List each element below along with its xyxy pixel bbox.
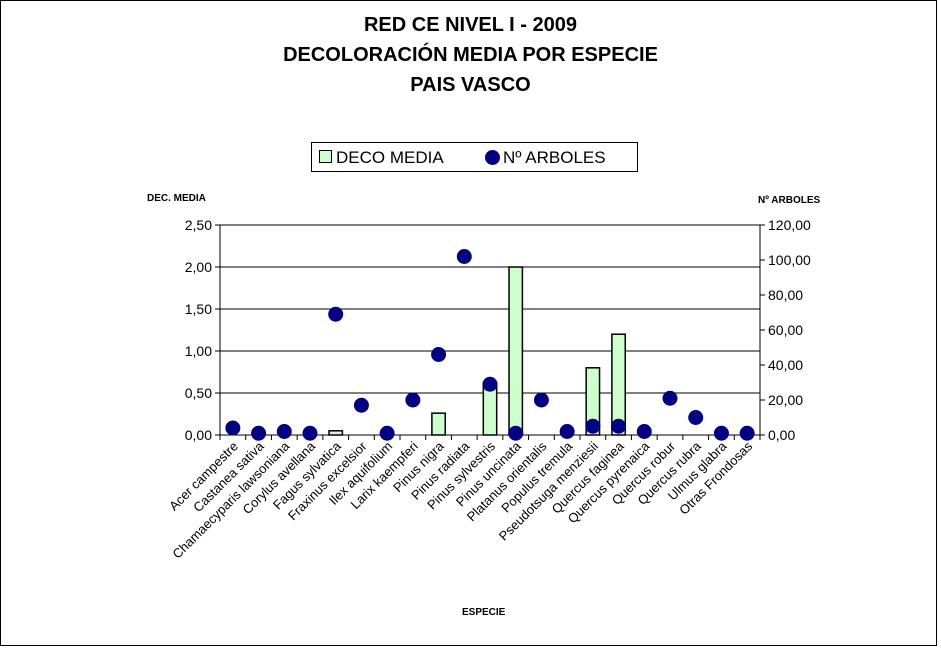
bar-deco-media bbox=[611, 333, 627, 436]
point-n-arboles bbox=[276, 424, 292, 439]
legend-bar-label: DECO MEDIA bbox=[336, 148, 444, 167]
point-n-arboles bbox=[302, 425, 318, 441]
y-tick-label: 2,50 bbox=[185, 217, 212, 233]
y2-tick-label: 100,00 bbox=[768, 252, 811, 268]
point-n-arboles bbox=[405, 392, 421, 408]
bar-deco-media bbox=[508, 266, 524, 436]
point-n-arboles bbox=[585, 418, 601, 434]
point-n-arboles bbox=[482, 376, 498, 392]
point-n-arboles bbox=[379, 425, 395, 441]
point-n-arboles bbox=[508, 425, 524, 441]
point-n-arboles bbox=[636, 424, 652, 439]
y-tick-label: 0,00 bbox=[185, 427, 212, 443]
chart-title-line-2: DECOLORACIÓN MEDIA POR ESPECIE bbox=[283, 44, 658, 66]
point-n-arboles bbox=[533, 392, 549, 408]
y2-tick-label: 40,00 bbox=[768, 357, 803, 373]
point-n-arboles bbox=[713, 425, 729, 441]
y-tick-label: 1,50 bbox=[185, 301, 212, 317]
legend-bar-swatch bbox=[319, 150, 332, 163]
bar-deco-media bbox=[585, 367, 601, 436]
point-n-arboles bbox=[611, 418, 627, 434]
point-n-arboles bbox=[559, 424, 575, 439]
y-axis-title-left: DEC. MEDIA bbox=[147, 193, 206, 204]
y2-tick-label: 20,00 bbox=[768, 392, 803, 408]
point-n-arboles bbox=[225, 420, 241, 436]
point-n-arboles bbox=[739, 425, 755, 441]
point-n-arboles bbox=[431, 347, 447, 362]
y-tick-label: 0,50 bbox=[185, 385, 212, 401]
x-axis-title: ESPECIE bbox=[462, 607, 506, 618]
legend: DECO MEDIA Nº ARBOLES bbox=[311, 142, 638, 172]
chart-title-line-1: RED CE NIVEL I - 2009 bbox=[363, 14, 578, 36]
y-tick-label: 2,00 bbox=[185, 259, 212, 275]
y2-tick-label: 120,00 bbox=[768, 217, 811, 233]
y2-tick-label: 80,00 bbox=[768, 287, 803, 303]
legend-point-label: Nº ARBOLES bbox=[503, 148, 606, 167]
bar-deco-media bbox=[431, 412, 447, 436]
legend-point-marker bbox=[485, 150, 500, 165]
point-n-arboles bbox=[688, 410, 704, 425]
bar-deco-media bbox=[328, 430, 344, 436]
point-n-arboles bbox=[353, 397, 369, 413]
y-axis-title-right: Nº ARBOLES bbox=[758, 195, 821, 206]
point-n-arboles bbox=[328, 306, 344, 322]
point-n-arboles bbox=[662, 390, 678, 406]
point-n-arboles bbox=[251, 425, 267, 441]
y2-tick-label: 60,00 bbox=[768, 322, 803, 338]
y2-tick-label: 0,00 bbox=[768, 427, 795, 443]
y-tick-label: 1,00 bbox=[185, 343, 212, 359]
point-n-arboles bbox=[456, 249, 472, 264]
chart-title-line-3: PAIS VASCO bbox=[410, 74, 531, 96]
